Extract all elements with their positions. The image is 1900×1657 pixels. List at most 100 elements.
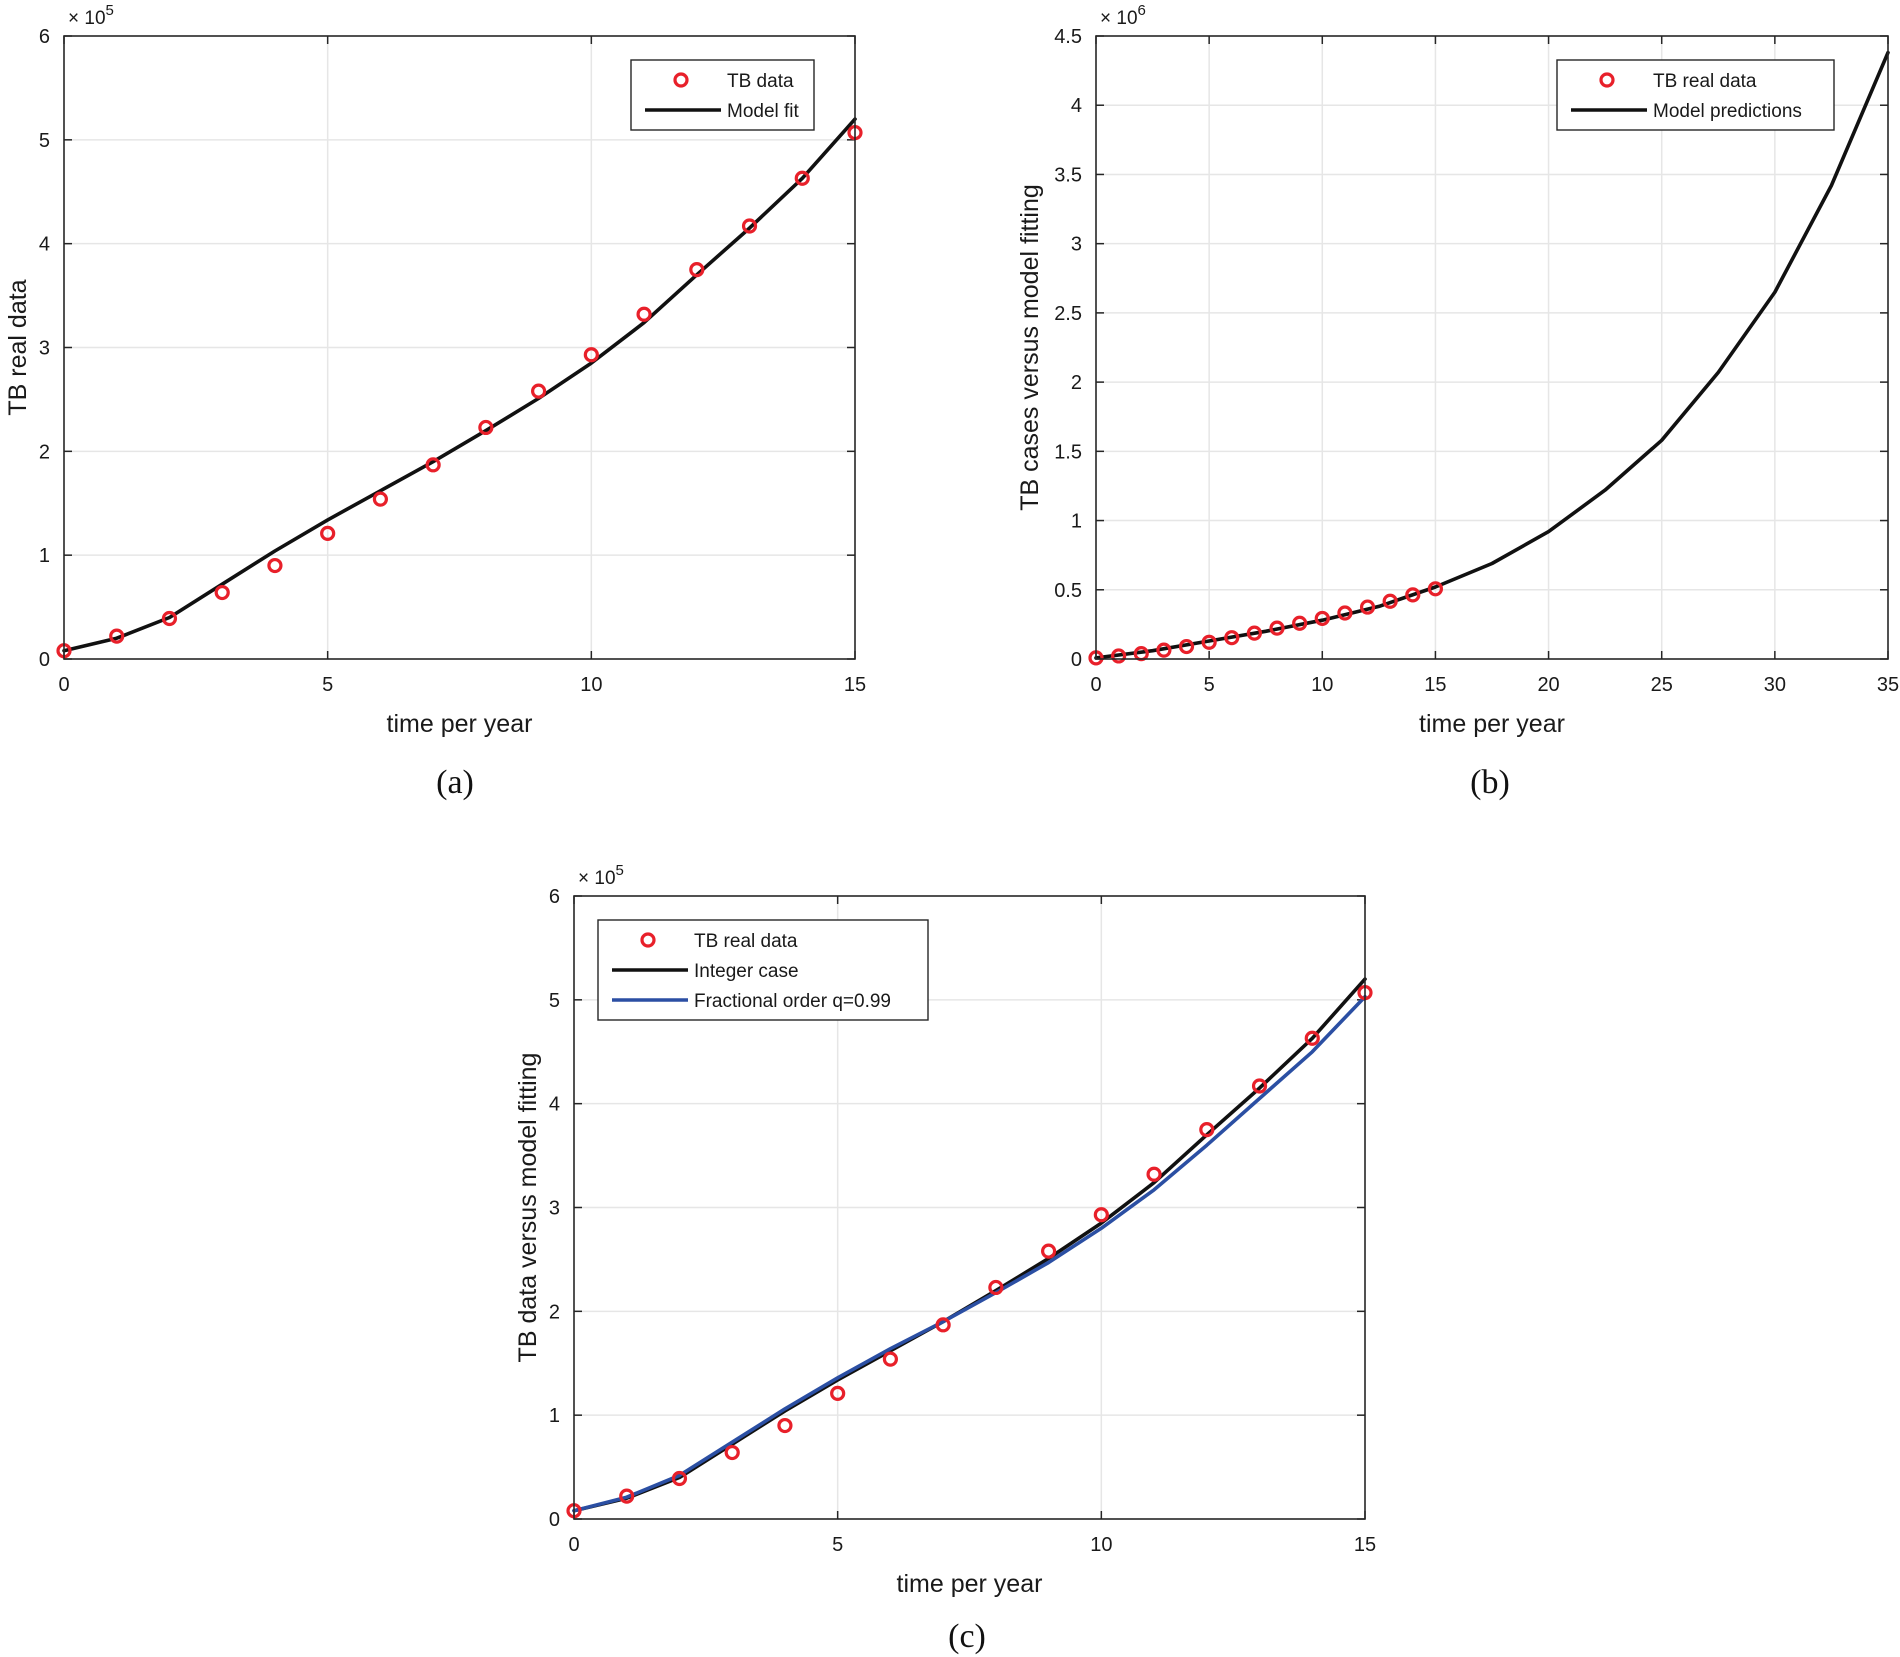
- data-point: [830, 1385, 846, 1401]
- panel-label-a: (a): [436, 764, 474, 801]
- x-tick-label: 10: [580, 674, 602, 696]
- axes-frame: [573, 895, 1366, 1520]
- y-exponent-label: × 105: [578, 862, 624, 889]
- data-point: [1405, 587, 1421, 603]
- x-tick-label: 15: [1354, 1534, 1376, 1556]
- y-tick-label: 4: [39, 234, 50, 256]
- data-point: [1246, 625, 1263, 641]
- x-axis-label: time per year: [1419, 710, 1565, 738]
- y-tick-label: 0: [549, 1509, 560, 1531]
- data-point: [671, 1470, 688, 1487]
- data-point: [1224, 630, 1240, 646]
- y-axis-label: TB data versus model fitting: [514, 1053, 542, 1363]
- data-point: [1111, 648, 1127, 664]
- data-point: [935, 1317, 951, 1333]
- x-tick-label: 5: [322, 674, 333, 696]
- x-tick-label: 20: [1537, 674, 1559, 696]
- data-point: [1093, 1207, 1109, 1223]
- x-tick-label: 25: [1651, 674, 1673, 696]
- y-exponent-base: × 10: [1100, 8, 1138, 29]
- data-point: [794, 170, 810, 186]
- x-tick-label: 15: [844, 674, 866, 696]
- legend-label: Model fit: [727, 101, 800, 122]
- data-point: [689, 262, 705, 278]
- legend-label: TB real data: [1653, 71, 1757, 92]
- y-tick-label: 0: [39, 649, 50, 671]
- legend: TB real data Integer case Fractional order…: [597, 919, 929, 1021]
- data-point: [320, 525, 336, 541]
- y-tick-label: 2: [39, 441, 50, 463]
- legend-marker: [673, 72, 689, 88]
- y-tick-label: 2: [1071, 372, 1082, 394]
- y-tick-label: 1: [1071, 511, 1082, 533]
- data-point: [636, 306, 652, 322]
- data-point: [1382, 593, 1398, 609]
- y-axis-label: TB real data: [4, 279, 32, 415]
- data-point: [1269, 620, 1285, 636]
- y-tick-label: 4: [549, 1094, 560, 1116]
- data-point: [109, 628, 125, 644]
- y-tick-label: 2.5: [1054, 303, 1082, 325]
- y-exponent-base: × 10: [578, 868, 616, 889]
- y-axis-label: TB cases versus model fitting: [1016, 184, 1044, 511]
- data-point: [741, 218, 758, 234]
- x-tick-label: 10: [1311, 674, 1333, 696]
- series-line-model-fit: [62, 117, 857, 653]
- data-point: [1040, 1243, 1057, 1259]
- data-point: [372, 491, 388, 507]
- legend-marker: [640, 932, 656, 948]
- data-point: [1359, 599, 1376, 615]
- legend-box: [1556, 59, 1835, 131]
- data-point: [583, 347, 599, 363]
- y-tick-label: 2: [549, 1301, 560, 1323]
- y-exponent-power: 5: [106, 2, 114, 19]
- x-tick-label: 15: [1424, 674, 1446, 696]
- plot-area: [1096, 36, 1888, 659]
- data-point: [724, 1444, 740, 1461]
- x-tick-label: 30: [1764, 674, 1786, 696]
- data-point: [1251, 1078, 1268, 1094]
- x-tick-label: 5: [1204, 674, 1215, 696]
- data-point: [1314, 610, 1330, 627]
- x-tick-label: 0: [568, 1534, 579, 1556]
- legend-label: TB data: [727, 71, 794, 92]
- x-tick-label: 0: [58, 674, 69, 696]
- y-tick-label: 1: [39, 545, 50, 567]
- y-exponent-label: × 105: [68, 2, 114, 29]
- data-point: [1156, 642, 1172, 658]
- y-exponent-label: × 106: [1100, 2, 1146, 29]
- data-point: [1199, 1122, 1215, 1138]
- y-tick-label: 0.5: [1054, 580, 1082, 602]
- legend-label: Fractional order q=0.99: [694, 991, 891, 1012]
- y-exponent-power: 6: [1138, 2, 1146, 19]
- data-point: [267, 557, 283, 574]
- series-line-model-predictions: [1094, 50, 1890, 660]
- axes-frame: [63, 35, 856, 660]
- x-axis-label: time per year: [897, 1570, 1043, 1598]
- y-tick-label: 1.5: [1054, 441, 1082, 463]
- x-axis-label: time per year: [387, 710, 533, 738]
- panel-label-c: (c): [948, 1618, 986, 1655]
- data-point: [530, 383, 547, 399]
- chart-b: (b) 0 5 10 15 20 25 30 35 0 0.5 1 1.5 2 2.5 3 3.5 4 4.5 × …: [1016, 2, 1899, 801]
- data-point: [619, 1488, 635, 1504]
- y-exponent-base: × 10: [68, 8, 106, 29]
- y-tick-label: 5: [39, 130, 50, 152]
- data-point: [1292, 615, 1308, 631]
- y-tick-label: 1: [549, 1405, 560, 1427]
- data-point: [1201, 634, 1217, 650]
- x-tick-label: 35: [1877, 674, 1899, 696]
- legend-label: Integer case: [694, 961, 799, 982]
- data-point: [425, 457, 441, 473]
- legend-label: Model predictions: [1653, 101, 1802, 122]
- data-point: [1427, 581, 1444, 597]
- y-tick-label: 3: [1071, 234, 1082, 256]
- data-point: [1304, 1030, 1320, 1046]
- legend: TB data Model fit: [630, 59, 815, 131]
- y-tick-label: 4: [1071, 95, 1082, 117]
- data-point: [1337, 605, 1353, 621]
- data-point: [988, 1279, 1004, 1296]
- x-tick-label: 10: [1090, 1534, 1112, 1556]
